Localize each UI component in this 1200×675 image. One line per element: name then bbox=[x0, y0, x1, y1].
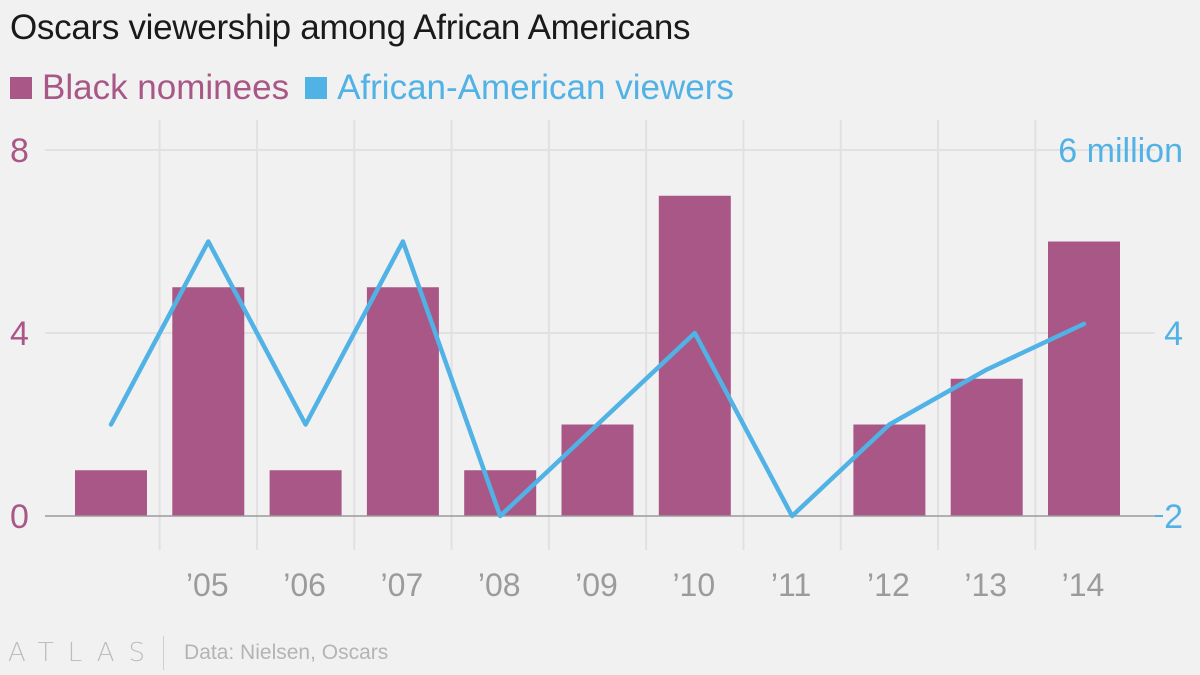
footer: ATLAS Data: Nielsen, Oscars bbox=[8, 636, 388, 670]
bar-04 bbox=[75, 470, 147, 516]
legend-swatch-black-nominees bbox=[10, 77, 32, 99]
right-axis-label: 4 bbox=[1164, 315, 1183, 353]
bar-06 bbox=[269, 470, 342, 516]
legend-label-black-nominees: Black nominees bbox=[42, 68, 290, 107]
chart-title: Oscars viewership among African American… bbox=[10, 8, 691, 47]
bar-12 bbox=[853, 424, 926, 516]
x-axis-label: ’08 bbox=[478, 567, 521, 603]
x-axis-label: ’12 bbox=[867, 567, 910, 603]
bar-14 bbox=[1048, 241, 1120, 516]
right-axis-label: 2 bbox=[1164, 498, 1183, 536]
legend-label-african-american-viewers: African-American viewers bbox=[337, 68, 734, 107]
left-axis-label: 8 bbox=[10, 132, 29, 170]
bar-05 bbox=[172, 287, 245, 516]
x-axis-label: ’09 bbox=[575, 567, 618, 603]
atlas-logo: ATLAS bbox=[8, 638, 160, 668]
right-axis-label: 6 million bbox=[1058, 132, 1183, 170]
bar-07 bbox=[366, 287, 439, 516]
data-source: Data: Nielsen, Oscars bbox=[184, 641, 389, 664]
legend-swatch-african-american-viewers bbox=[305, 77, 328, 99]
bar-13 bbox=[950, 378, 1023, 516]
x-axis-label: ’07 bbox=[381, 567, 424, 603]
left-axis-label: 0 bbox=[10, 498, 29, 536]
legend-item-african-american-viewers: African-American viewers bbox=[305, 68, 734, 108]
left-axis-label: 4 bbox=[10, 315, 29, 353]
x-axis-label: ’11 bbox=[771, 567, 811, 603]
x-axis-label: ’10 bbox=[672, 567, 715, 603]
footer-divider bbox=[163, 636, 165, 670]
chart-legend: Black nominees African-American viewers bbox=[10, 68, 750, 108]
x-axis-label: ’13 bbox=[964, 567, 1007, 603]
x-axis-label: ’14 bbox=[1062, 567, 1105, 603]
legend-item-black-nominees: Black nominees bbox=[10, 68, 289, 108]
x-axis-label: ’06 bbox=[283, 567, 326, 603]
bar-09 bbox=[561, 424, 634, 516]
x-axis-label: ’05 bbox=[186, 567, 229, 603]
